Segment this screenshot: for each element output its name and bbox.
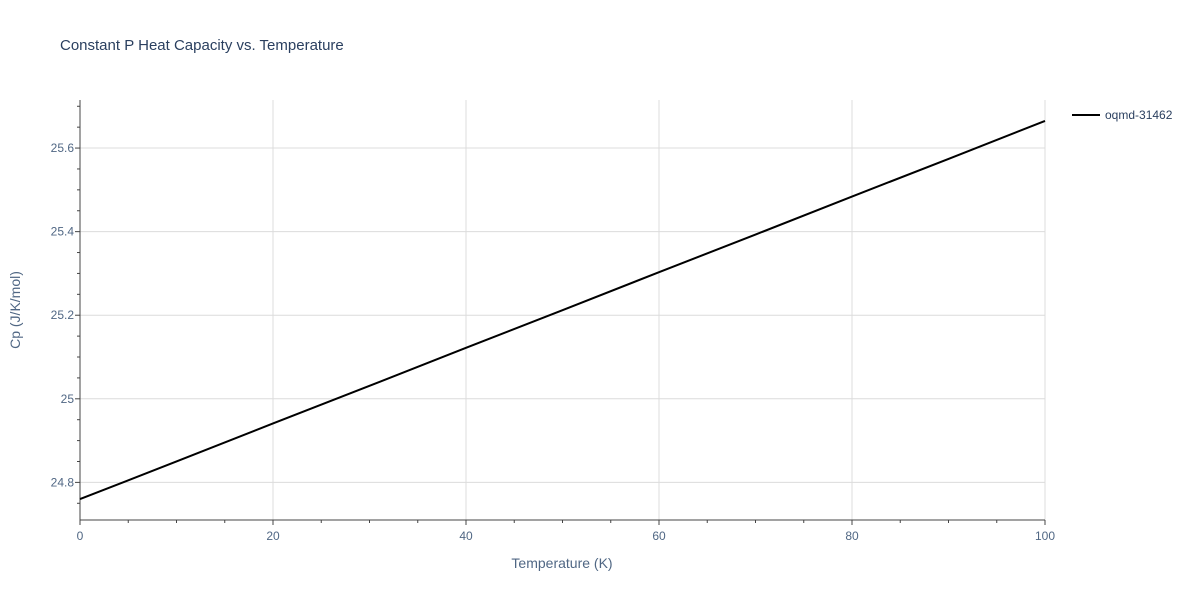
y-tick-label: 25.2	[51, 308, 75, 322]
x-tick-label: 40	[459, 529, 473, 543]
y-tick-label: 24.8	[51, 475, 75, 489]
y-tick-label: 25	[61, 392, 75, 406]
chart-title: Constant P Heat Capacity vs. Temperature	[60, 37, 344, 54]
y-axis-title: Cp (J/K/mol)	[7, 271, 23, 349]
x-tick-label: 100	[1035, 529, 1055, 543]
x-tick-label: 80	[845, 529, 859, 543]
labels: Constant P Heat Capacity vs. Temperature…	[7, 37, 613, 571]
axes: 0 20 40 60 80 100 24.8 25 25.2 25.4 25.6	[51, 100, 1055, 543]
x-axis-title: Temperature (K)	[511, 555, 612, 571]
series-layer	[79, 119, 1046, 501]
y-tick-label: 25.6	[51, 141, 75, 155]
x-tick-label: 60	[652, 529, 666, 543]
x-tick-label: 20	[266, 529, 280, 543]
y-tick-label: 25.4	[51, 225, 75, 239]
legend[interactable]: oqmd-31462	[1072, 108, 1173, 122]
x-tick-label: 0	[77, 529, 84, 543]
grid	[80, 100, 1046, 520]
legend-item-label[interactable]: oqmd-31462	[1105, 108, 1173, 122]
series-line	[79, 119, 1046, 501]
